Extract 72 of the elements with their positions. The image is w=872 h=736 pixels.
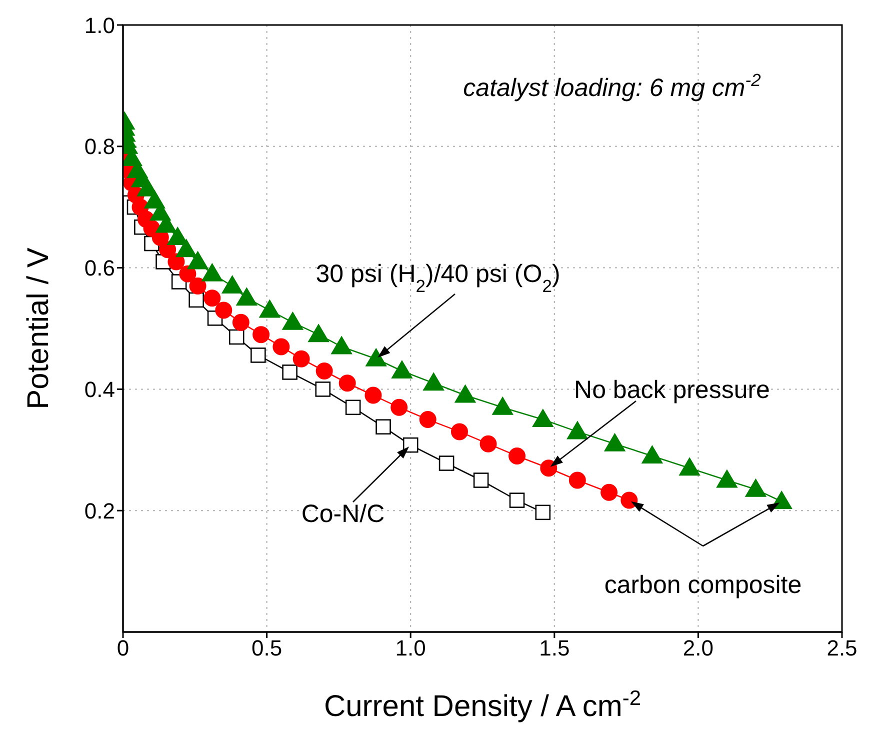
point — [204, 290, 221, 307]
point — [600, 484, 618, 501]
point — [604, 433, 626, 452]
x-tick-label: 0.5 — [252, 636, 282, 661]
annotation: carbon composite — [604, 571, 802, 599]
y-tick-label: 0.4 — [84, 377, 115, 402]
point — [315, 382, 331, 397]
point — [642, 445, 663, 464]
y-tick-label: 0.6 — [84, 256, 115, 281]
y-axis-title: Potential / V — [22, 248, 55, 410]
point — [250, 348, 266, 363]
annotation: catalyst loading: 6 mg cm$^{-2}$ — [463, 70, 762, 102]
point — [222, 276, 243, 294]
point — [215, 302, 232, 319]
point — [423, 372, 444, 391]
point — [540, 460, 558, 477]
point — [566, 421, 588, 440]
point — [364, 386, 382, 404]
point — [187, 251, 208, 270]
annotation: 30 psi (H$_{2}$)/40 psi (O$_{2}$) — [316, 260, 560, 296]
point — [679, 458, 700, 476]
point — [419, 411, 436, 428]
point — [331, 336, 352, 354]
point — [316, 362, 333, 380]
x-tick-label: 0 — [116, 636, 130, 661]
point — [450, 423, 468, 440]
y-tick-label: 0.2 — [84, 498, 115, 524]
point — [338, 374, 356, 392]
x-tick-label: 1.0 — [395, 636, 426, 661]
annotation: Co-N/C — [301, 500, 385, 528]
point — [492, 396, 514, 415]
point — [236, 288, 258, 306]
point — [292, 350, 310, 368]
x-axis-title: Current Density / A cm$^{-2}$ — [324, 686, 642, 723]
x-tick-label: 1.5 — [539, 636, 570, 661]
point — [168, 253, 185, 270]
point — [473, 472, 489, 488]
point — [508, 447, 526, 464]
point — [282, 364, 298, 380]
point — [438, 456, 454, 471]
point — [188, 292, 204, 308]
point — [716, 470, 738, 488]
point — [176, 239, 197, 258]
annotation: No back pressure — [574, 376, 770, 404]
point — [189, 278, 206, 295]
point — [376, 419, 391, 434]
point — [402, 437, 418, 453]
point — [282, 312, 304, 330]
point — [620, 492, 638, 509]
point — [454, 384, 476, 403]
point — [179, 265, 196, 282]
point — [535, 504, 551, 520]
point — [391, 360, 412, 378]
point — [259, 300, 280, 318]
point — [272, 338, 290, 356]
point — [532, 409, 554, 428]
point — [480, 435, 497, 452]
y-tick-label: 1.0 — [84, 12, 115, 38]
point — [252, 326, 270, 344]
point — [509, 492, 525, 508]
point — [228, 329, 244, 345]
y-tick-label: 0.8 — [84, 134, 115, 160]
point — [232, 314, 250, 331]
point — [366, 348, 387, 366]
x-tick-label: 2.0 — [682, 636, 714, 661]
point — [202, 263, 223, 282]
point — [390, 398, 408, 416]
point — [745, 478, 766, 497]
point — [568, 472, 586, 489]
point — [345, 400, 361, 416]
x-tick-label: 2.5 — [826, 636, 858, 661]
point — [308, 324, 330, 342]
